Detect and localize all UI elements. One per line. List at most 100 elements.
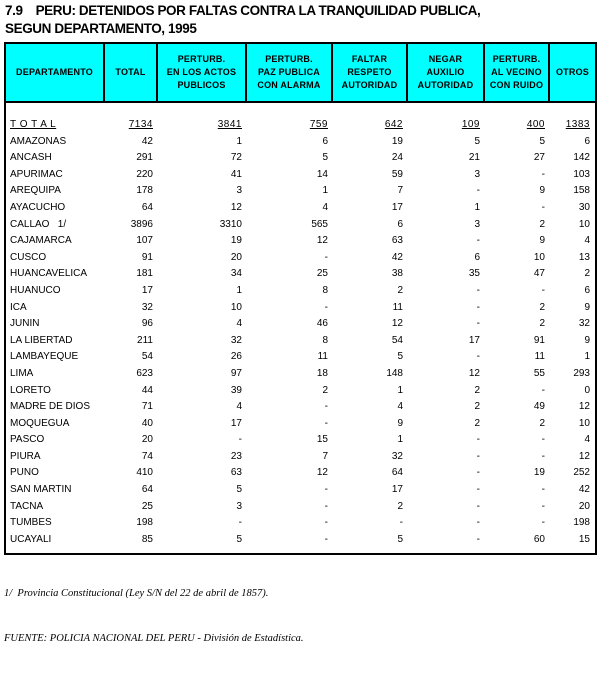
table-cell: - — [408, 482, 485, 499]
table-cell-text: 2 — [539, 417, 545, 429]
table-cell-text: 12 — [578, 401, 590, 413]
table-cell-text: - — [324, 500, 328, 512]
table-cell-text: 34 — [230, 268, 242, 280]
table-cell-text: 5 — [397, 533, 403, 545]
table-cell: 6 — [247, 134, 333, 151]
row-label-text: HUANCAVELICA — [10, 268, 88, 280]
table-cell: 5 — [408, 134, 485, 151]
table-cell-text: 17 — [391, 201, 403, 213]
table-cell-text: - — [541, 434, 545, 446]
table-cell: 291 — [105, 150, 158, 167]
table-cell-text: 74 — [141, 450, 153, 462]
table-cell: - — [485, 482, 550, 499]
table-cell-text: - — [238, 434, 242, 446]
table-cell-text: 12 — [578, 450, 590, 462]
table-cell-text: 9 — [397, 417, 403, 429]
table-cell: - — [408, 300, 485, 317]
table-cell: 91 — [105, 250, 158, 267]
total-row-value-text: 7134 — [128, 119, 153, 130]
table-cell-text: 4 — [584, 434, 590, 446]
row-label-text: LORETO — [10, 384, 51, 396]
table-cell-text: - — [541, 384, 545, 396]
total-row-value: 642 — [333, 117, 408, 134]
table-cell: 18 — [247, 366, 333, 383]
total-row-value-text: 642 — [384, 119, 403, 130]
table-cell: 63 — [333, 233, 408, 250]
table-cell: 2 — [550, 266, 595, 283]
table-cell: 6 — [333, 217, 408, 234]
table-cell-text: 5 — [236, 484, 242, 496]
title-line-2: SEGUN DEPARTAMENTO, 1995 — [5, 20, 197, 36]
row-label: PUNO — [6, 465, 105, 482]
table-cell-text: 63 — [230, 467, 242, 479]
table-cell: 35 — [408, 266, 485, 283]
table-cell-text: 2 — [539, 301, 545, 313]
table-cell-text: 30 — [578, 201, 590, 213]
table-cell: 9 — [485, 233, 550, 250]
table-cell: - — [408, 349, 485, 366]
table-cell: 181 — [105, 266, 158, 283]
table-cell-text: 40 — [141, 417, 153, 429]
table-cell: 74 — [105, 449, 158, 466]
row-label: ANCASH — [6, 150, 105, 167]
table-cell: 3 — [158, 183, 247, 200]
table-cell-text: - — [324, 517, 328, 529]
table-cell-text: 14 — [316, 168, 328, 180]
table-cell-text: - — [324, 417, 328, 429]
row-label-text: JUNIN — [10, 318, 40, 330]
table-cell-text: 565 — [311, 218, 328, 230]
table-cell: - — [247, 532, 333, 549]
total-row-value: 400 — [485, 117, 550, 134]
table-cell-text: 9 — [539, 235, 545, 247]
table-cell-text: 11 — [534, 351, 545, 363]
row-label: CALLAO 1/ — [6, 217, 105, 234]
table-cell-text: 85 — [141, 533, 153, 545]
table-cell-text: 5 — [322, 152, 328, 164]
table-cell-text: 64 — [141, 484, 153, 496]
table-cell: 17 — [105, 283, 158, 300]
table-cell: 107 — [105, 233, 158, 250]
table-cell-text: 20 — [230, 251, 242, 263]
table-cell-text: 97 — [230, 367, 242, 379]
table-cell: 32 — [550, 316, 595, 333]
table-cell: 20 — [158, 250, 247, 267]
table-cell: 1 — [333, 383, 408, 400]
table-cell-text: 23 — [230, 450, 242, 462]
table-cell-text: 5 — [397, 351, 403, 363]
table-cell-text: 38 — [391, 268, 403, 280]
row-label: HUANUCO — [6, 283, 105, 300]
table-cell: 49 — [485, 399, 550, 416]
row-label-text: APURIMAC — [10, 168, 63, 180]
table-cell: 38 — [333, 266, 408, 283]
table-cell-text: 20 — [141, 434, 153, 446]
table-cell-text: 32 — [141, 301, 153, 313]
table-cell-text: - — [476, 484, 480, 496]
table-cell-text: 0 — [584, 384, 590, 396]
table-cell-text: 148 — [386, 367, 403, 379]
table-cell: - — [408, 233, 485, 250]
table-cell: 3 — [158, 499, 247, 516]
table-cell-text: 1 — [474, 201, 480, 213]
table-cell-text: 10 — [533, 251, 545, 263]
table-cell: 72 — [158, 150, 247, 167]
row-label: LAMBAYEQUE — [6, 349, 105, 366]
table-cell: 10 — [485, 250, 550, 267]
table-cell-text: 54 — [391, 334, 403, 346]
table-cell: - — [408, 183, 485, 200]
table-cell: - — [158, 432, 247, 449]
table-cell: 19 — [333, 134, 408, 151]
table-cell-text: 91 — [533, 334, 545, 346]
table-cell-text: 107 — [136, 235, 153, 247]
table-cell-text: 27 — [533, 152, 545, 164]
table-cell-text: 10 — [578, 417, 590, 429]
table-cell-text: 623 — [136, 367, 153, 379]
table-cell: 42 — [105, 134, 158, 151]
table-cell-text: 3 — [236, 185, 242, 197]
table-cell-text: 1 — [397, 384, 403, 396]
table-cell-text: 60 — [533, 533, 545, 545]
table-cell-text: - — [476, 517, 480, 529]
row-label-text: AREQUIPA — [10, 185, 61, 197]
table-cell: 12 — [550, 399, 595, 416]
row-label: JUNIN — [6, 316, 105, 333]
table-cell: 4 — [158, 316, 247, 333]
